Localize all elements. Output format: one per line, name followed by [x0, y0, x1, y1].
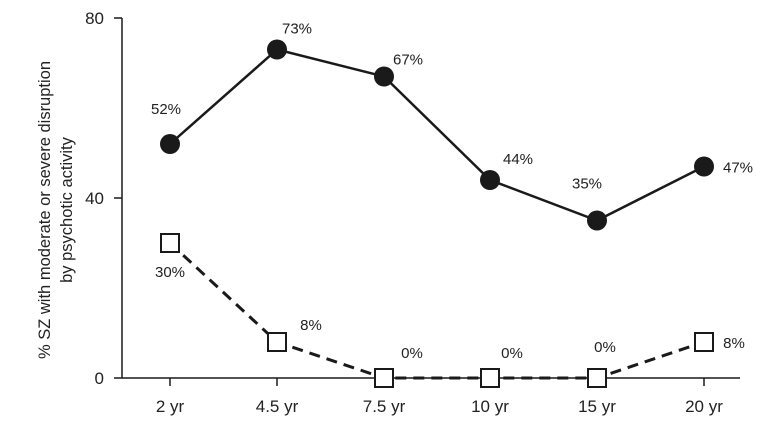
x-tick-label: 15 yr	[578, 397, 616, 416]
y-tick-label: 40	[85, 189, 104, 208]
x-tick-label: 10 yr	[471, 397, 509, 416]
data-point-marker	[480, 368, 500, 388]
x-tick-label: 2 yr	[156, 397, 185, 416]
data-label: 67%	[393, 52, 423, 69]
data-point-marker	[267, 39, 287, 60]
data-point-marker	[694, 156, 714, 177]
x-tick-label: 7.5 yr	[363, 397, 406, 416]
data-point-marker	[694, 332, 714, 352]
data-label: 73%	[282, 21, 312, 38]
data-label: 8%	[723, 335, 745, 352]
data-label: 8%	[300, 317, 322, 334]
series-circles: 52% 73% 67% 44% 35% 47%	[151, 21, 753, 231]
data-label: 52%	[151, 101, 181, 118]
data-label: 47%	[723, 160, 753, 177]
data-label: 35%	[572, 176, 602, 193]
y-tick-label: 0	[95, 369, 104, 388]
axes	[121, 18, 740, 379]
series-line	[168, 241, 705, 380]
data-label: 0%	[401, 345, 423, 362]
data-point-marker	[374, 368, 394, 388]
x-tick-label: 20 yr	[685, 397, 723, 416]
y-axis-label-line2: by psychotic activity	[58, 136, 76, 283]
x-tick-label: 4.5 yr	[256, 397, 299, 416]
y-axis-label-line1: % SZ with moderate or severe disruption	[36, 61, 54, 359]
data-point-marker	[160, 233, 180, 253]
data-point-marker	[374, 66, 394, 87]
data-label: 30%	[155, 264, 185, 281]
data-point-marker	[480, 170, 500, 190]
series-group: 52% 73% 67% 44% 35% 47% 30% 8% 0% 0% 0% 8%	[151, 21, 753, 388]
data-label: 44%	[503, 151, 533, 168]
data-point-marker	[267, 332, 287, 352]
data-label: 0%	[594, 339, 616, 356]
y-tick-label: 80	[85, 9, 104, 28]
y-ticks: 0 40 80	[85, 9, 122, 388]
series-line	[169, 48, 705, 222]
data-point-marker	[587, 368, 607, 388]
x-ticks: 2 yr 4.5 yr 7.5 yr 10 yr 15 yr 20 yr	[156, 378, 723, 416]
data-label: 0%	[501, 345, 523, 362]
data-point-marker	[587, 210, 607, 231]
data-point-marker	[160, 134, 180, 154]
series-squares: 30% 8% 0% 0% 0% 8%	[155, 233, 745, 388]
